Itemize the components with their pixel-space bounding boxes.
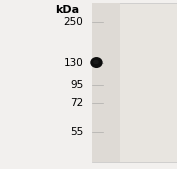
Text: kDa: kDa	[55, 5, 79, 15]
Text: 55: 55	[70, 127, 83, 137]
Text: 250: 250	[63, 17, 83, 27]
Ellipse shape	[90, 57, 103, 68]
Bar	[92, 3, 177, 162]
Ellipse shape	[93, 60, 99, 64]
Text: 95: 95	[70, 79, 83, 90]
Bar	[92, 3, 120, 162]
Text: 130: 130	[63, 57, 83, 68]
Text: 72: 72	[70, 98, 83, 108]
